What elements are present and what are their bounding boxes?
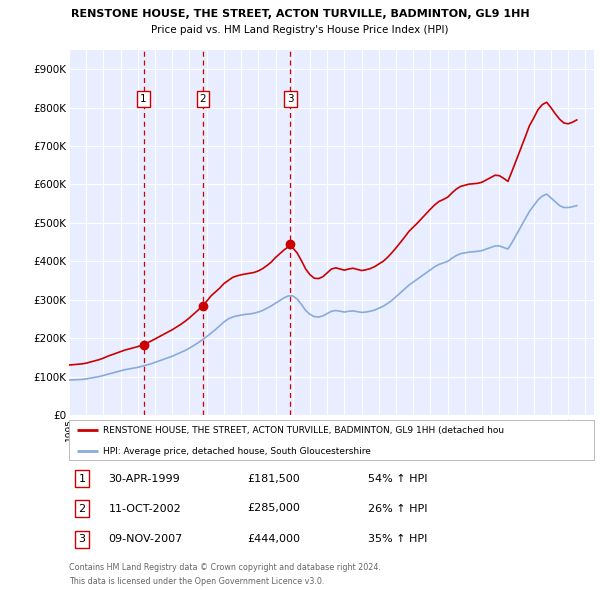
Text: £285,000: £285,000: [248, 503, 301, 513]
Text: 3: 3: [79, 534, 86, 544]
Text: 35% ↑ HPI: 35% ↑ HPI: [368, 534, 428, 544]
Text: 11-OCT-2002: 11-OCT-2002: [109, 503, 181, 513]
Text: 3: 3: [287, 94, 293, 104]
Text: 1: 1: [140, 94, 147, 104]
Text: This data is licensed under the Open Government Licence v3.0.: This data is licensed under the Open Gov…: [69, 578, 325, 586]
Text: 54% ↑ HPI: 54% ↑ HPI: [368, 474, 428, 484]
Text: RENSTONE HOUSE, THE STREET, ACTON TURVILLE, BADMINTON, GL9 1HH (detached hou: RENSTONE HOUSE, THE STREET, ACTON TURVIL…: [103, 425, 504, 434]
Text: £444,000: £444,000: [248, 534, 301, 544]
Text: 26% ↑ HPI: 26% ↑ HPI: [368, 503, 428, 513]
Text: £181,500: £181,500: [248, 474, 300, 484]
Text: 1: 1: [79, 474, 86, 484]
Text: 09-NOV-2007: 09-NOV-2007: [109, 534, 182, 544]
Text: RENSTONE HOUSE, THE STREET, ACTON TURVILLE, BADMINTON, GL9 1HH: RENSTONE HOUSE, THE STREET, ACTON TURVIL…: [71, 9, 529, 19]
Text: Price paid vs. HM Land Registry's House Price Index (HPI): Price paid vs. HM Land Registry's House …: [151, 25, 449, 35]
Text: 2: 2: [79, 503, 86, 513]
Text: 30-APR-1999: 30-APR-1999: [109, 474, 180, 484]
Text: Contains HM Land Registry data © Crown copyright and database right 2024.: Contains HM Land Registry data © Crown c…: [69, 563, 381, 572]
Text: HPI: Average price, detached house, South Gloucestershire: HPI: Average price, detached house, Sout…: [103, 447, 371, 455]
Text: 2: 2: [200, 94, 206, 104]
